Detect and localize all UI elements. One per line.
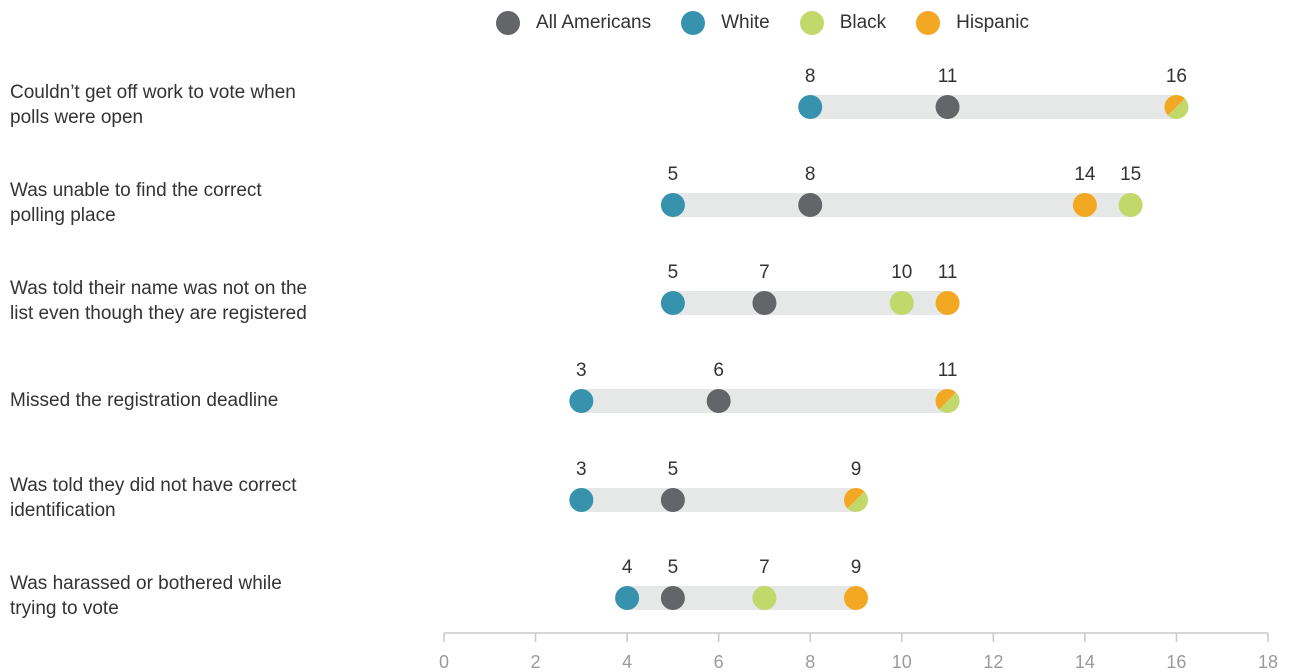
dot-black-half xyxy=(847,491,868,512)
dot-black xyxy=(1118,193,1143,217)
dot-white xyxy=(660,193,685,217)
dot-all xyxy=(660,488,685,512)
x-tick-label: 2 xyxy=(531,652,541,672)
value-label: 16 xyxy=(1166,66,1187,87)
legend-swatch-black xyxy=(799,11,824,35)
x-tick-label: 8 xyxy=(805,652,815,672)
dot-white xyxy=(569,488,594,512)
value-label: 11 xyxy=(938,66,958,87)
dot-black-half xyxy=(939,392,960,414)
value-label: 14 xyxy=(1074,164,1096,185)
value-label: 11 xyxy=(938,360,958,381)
legend-item-white: White xyxy=(681,11,770,35)
dot-all xyxy=(752,291,777,315)
x-tick-label: 12 xyxy=(983,652,1003,672)
legend-swatch-all-americans xyxy=(496,11,520,35)
dot-white xyxy=(615,586,640,610)
x-axis: 0 2 4 6 8 10 12 14 16 18 xyxy=(439,632,1278,672)
dot-black-half xyxy=(1167,98,1189,120)
category-label-registration-deadline: Missed the registration deadline xyxy=(10,390,279,411)
legend-label-black: Black xyxy=(839,12,887,33)
legend-label-all-americans: All Americans xyxy=(536,12,652,33)
range-bars xyxy=(581,95,1177,610)
data-dots xyxy=(569,94,1189,610)
dot-hispanic-half xyxy=(935,388,957,410)
category-label-work: Couldn’t get off work to vote when polls… xyxy=(10,82,296,128)
value-label: 5 xyxy=(668,557,679,578)
x-tick-label: 14 xyxy=(1075,652,1095,672)
legend-item-all-americans: All Americans xyxy=(496,11,651,35)
value-label: 7 xyxy=(759,262,770,283)
value-label: 8 xyxy=(805,164,816,185)
range-bar xyxy=(581,389,948,413)
dot-white xyxy=(798,95,823,119)
dot-all xyxy=(660,586,685,610)
x-tick-label: 16 xyxy=(1166,652,1186,672)
value-label: 5 xyxy=(668,164,679,185)
dot-white xyxy=(660,291,685,315)
value-label: 7 xyxy=(759,557,770,578)
value-labels: 8 11 16 5 8 14 15 5 7 10 11 3 6 11 3 5 9 4 5 7 9 xyxy=(576,66,1187,578)
value-label: 10 xyxy=(891,262,912,283)
value-label: 5 xyxy=(668,459,679,480)
legend: All Americans White Black Hispanic xyxy=(496,8,1059,38)
dot-black xyxy=(752,586,777,610)
category-label-identification: Was told they did not have correct ident… xyxy=(10,475,297,521)
dot-all xyxy=(935,95,960,119)
dot-all xyxy=(706,389,731,413)
dot-hispanic xyxy=(1072,193,1097,217)
category-label-name-not-on-list: Was told their name was not on the list … xyxy=(10,278,308,324)
x-tick-label: 6 xyxy=(714,652,724,672)
dot-hispanic xyxy=(844,586,868,610)
legend-item-black: Black xyxy=(799,11,887,35)
value-label: 9 xyxy=(851,459,862,480)
category-label-harassed: Was harassed or bothered while trying to… xyxy=(10,573,282,619)
value-label: 15 xyxy=(1120,164,1141,185)
x-tick-label: 4 xyxy=(622,652,632,672)
value-label: 6 xyxy=(713,360,724,381)
legend-label-white: White xyxy=(721,12,770,33)
legend-swatch-white xyxy=(681,11,706,35)
dot-hispanic xyxy=(935,291,960,315)
dot-hispanic-half xyxy=(1164,94,1185,116)
category-label-polling-place: Was unable to find the correct polling p… xyxy=(10,180,262,226)
x-tick-label: 18 xyxy=(1258,652,1278,672)
dot-black xyxy=(889,291,914,315)
value-label: 3 xyxy=(576,459,587,480)
range-bar xyxy=(810,95,1177,119)
value-label: 11 xyxy=(938,262,958,283)
dot-all xyxy=(798,193,823,217)
value-label: 3 xyxy=(576,360,587,381)
legend-item-hispanic: Hispanic xyxy=(916,11,1029,35)
range-bar xyxy=(581,488,856,512)
legend-swatch-hispanic xyxy=(916,11,941,35)
value-label: 5 xyxy=(668,262,679,283)
x-tick-label: 10 xyxy=(892,652,912,672)
value-label: 9 xyxy=(851,557,862,578)
value-label: 4 xyxy=(622,557,633,578)
dot-hispanic-half xyxy=(844,488,865,509)
dot-white xyxy=(569,389,594,413)
x-tick-label: 0 xyxy=(439,652,449,672)
range-bar xyxy=(672,193,1131,217)
legend-label-hispanic: Hispanic xyxy=(956,12,1030,33)
value-label: 8 xyxy=(805,66,816,87)
